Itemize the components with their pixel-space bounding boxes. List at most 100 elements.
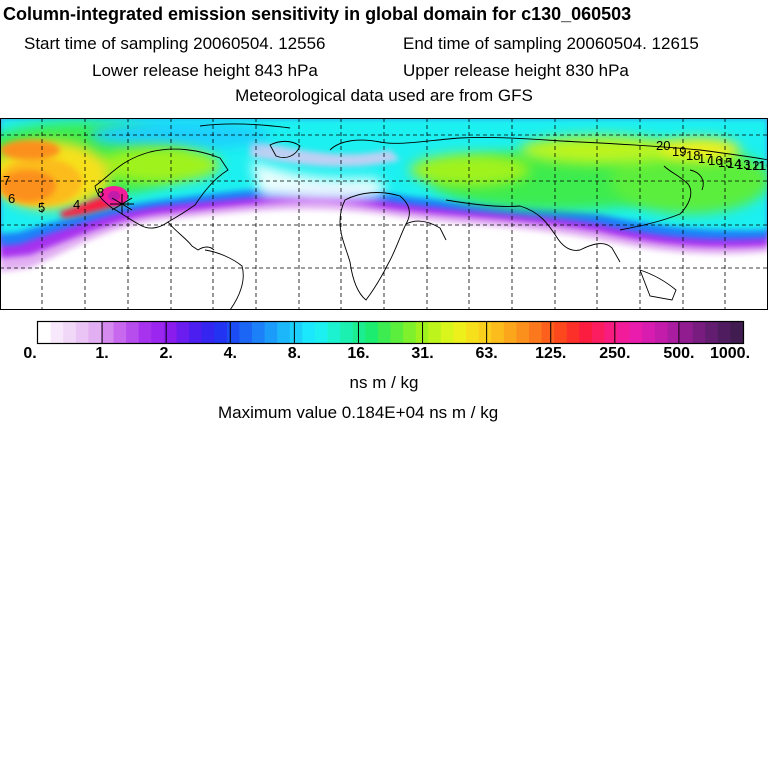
trajectory-label: 19 (672, 144, 686, 159)
colorbar-cell (38, 322, 52, 343)
colorbar-cell (239, 322, 253, 343)
figure-title: Column-integrated emission sensitivity i… (3, 4, 632, 24)
upper-release-height: Upper release height 830 hPa (403, 61, 629, 80)
trajectory-label: 10 (759, 158, 768, 173)
colorbar-cell (654, 322, 669, 343)
colorbar-cell (453, 322, 467, 343)
colorbar-cell (252, 322, 266, 343)
sampling-end-time: End time of sampling 20060504. 12615 (403, 34, 699, 53)
colorbar-cell (516, 322, 530, 343)
colorbar-cell (277, 322, 291, 343)
colorbar-cell (466, 322, 480, 343)
trajectory-label: 20 (656, 138, 670, 153)
colorbar-tick-label: 500. (663, 345, 695, 362)
colorbar-cell (478, 322, 492, 343)
colorbar-cell (503, 322, 517, 343)
colorbar-tick-label: 250. (599, 345, 631, 362)
colorbar-cell (352, 322, 366, 343)
colorbar-cell (390, 322, 404, 343)
colorbar-cell (314, 322, 329, 343)
colorbar-tick-label: 8. (287, 345, 302, 362)
trajectory-label: 5 (38, 200, 45, 215)
trajectory-label: 13 (736, 157, 750, 172)
trajectory-label: 8 (97, 185, 104, 200)
colorbar-cell (566, 322, 580, 343)
colorbar-cell (100, 322, 115, 343)
colorbar-cell (201, 322, 215, 343)
colorbar-cell (629, 322, 643, 343)
colorbar-cell (579, 322, 593, 343)
colorbar-cell (541, 322, 555, 343)
colorbar-tick-label: 1. (95, 345, 109, 362)
sampling-start-time: Start time of sampling 20060504. 12556 (24, 34, 326, 53)
colorbar-cell (138, 322, 152, 343)
trajectory-label: 11 (752, 158, 766, 173)
colorbar-cell (491, 322, 505, 343)
colorbar-cell (680, 322, 694, 343)
colorbar-frame (36, 320, 745, 345)
colorbar-cell (554, 322, 568, 343)
colorbar-tick-label: 63. (475, 345, 498, 362)
trajectory-label: 6 (8, 191, 15, 206)
colorbar-cell (377, 322, 392, 343)
colorbar-tick-label: 0. (23, 345, 37, 362)
colorbar-cell (528, 322, 543, 343)
colorbar-cell (403, 322, 417, 343)
release-location-marker (110, 194, 134, 214)
colorbar-cell (302, 322, 316, 343)
colorbar-cell (604, 322, 618, 343)
colorbar-cell (214, 322, 228, 343)
colorbar-cell (591, 322, 606, 343)
colorbar-cell (327, 322, 341, 343)
trajectory-label: 16 (708, 153, 722, 168)
lower-release-height: Lower release height 843 hPa (92, 61, 318, 80)
colorbar-cell (428, 322, 442, 343)
colorbar-cell (75, 322, 89, 343)
colorbar-cell (226, 322, 241, 343)
colorbar-cell (289, 322, 303, 343)
colorbar-cell (642, 322, 656, 343)
trajectory-label: 17 (698, 151, 712, 166)
graticule (0, 118, 768, 310)
coastlines (94, 123, 768, 310)
colorbar-tick-label: 2. (159, 345, 173, 362)
trajectory-label: 12 (745, 158, 759, 173)
colorbar-unit-label: ns m / kg (349, 373, 419, 392)
colorbar-cell (365, 322, 379, 343)
colorbar-cell (667, 322, 681, 343)
colorbar-separators (101, 322, 680, 343)
colorbar-cell (692, 322, 706, 343)
colorbar-cell (705, 322, 719, 343)
colorbar-tick-label: 1000. (709, 345, 751, 362)
colorbar-cell (163, 322, 178, 343)
colorbar-cell (126, 322, 140, 343)
colorbar-cell (340, 322, 354, 343)
colorbar-cell (617, 322, 631, 343)
maximum-value-label: Maximum value 0.184E+04 ns m / kg (218, 403, 499, 422)
trajectory-label: 18 (686, 148, 700, 163)
colorbar-cell (88, 322, 102, 343)
colorbar-tick-label: 4. (223, 345, 237, 362)
colorbar-cell (717, 322, 732, 343)
trajectory-label: 15 (718, 155, 732, 170)
trajectory-label: 14 (727, 156, 741, 171)
colorbar-cells (38, 322, 744, 343)
colorbar-cell (151, 322, 165, 343)
trajectory-label: 7 (3, 173, 10, 188)
trajectory-labels: 7 6 5 4 8 20 19 18 17 16 15 14 13 12 11 … (3, 138, 768, 215)
colorbar-cell (63, 322, 77, 343)
meteorological-data-source: Meteorological data used are from GFS (235, 86, 533, 105)
colorbar-tick-label: 125. (535, 345, 567, 362)
colorbar-cell (730, 322, 744, 343)
colorbar-cell (440, 322, 455, 343)
colorbar-tick-label: 31. (411, 345, 434, 362)
colorbar-cell (113, 322, 127, 343)
colorbar-cell (189, 322, 203, 343)
colorbar-cell (264, 322, 278, 343)
colorbar-cell (50, 322, 64, 343)
colorbar-cell (176, 322, 190, 343)
colorbar-tick-label: 16. (347, 345, 370, 362)
trajectory-label: 4 (73, 197, 80, 212)
